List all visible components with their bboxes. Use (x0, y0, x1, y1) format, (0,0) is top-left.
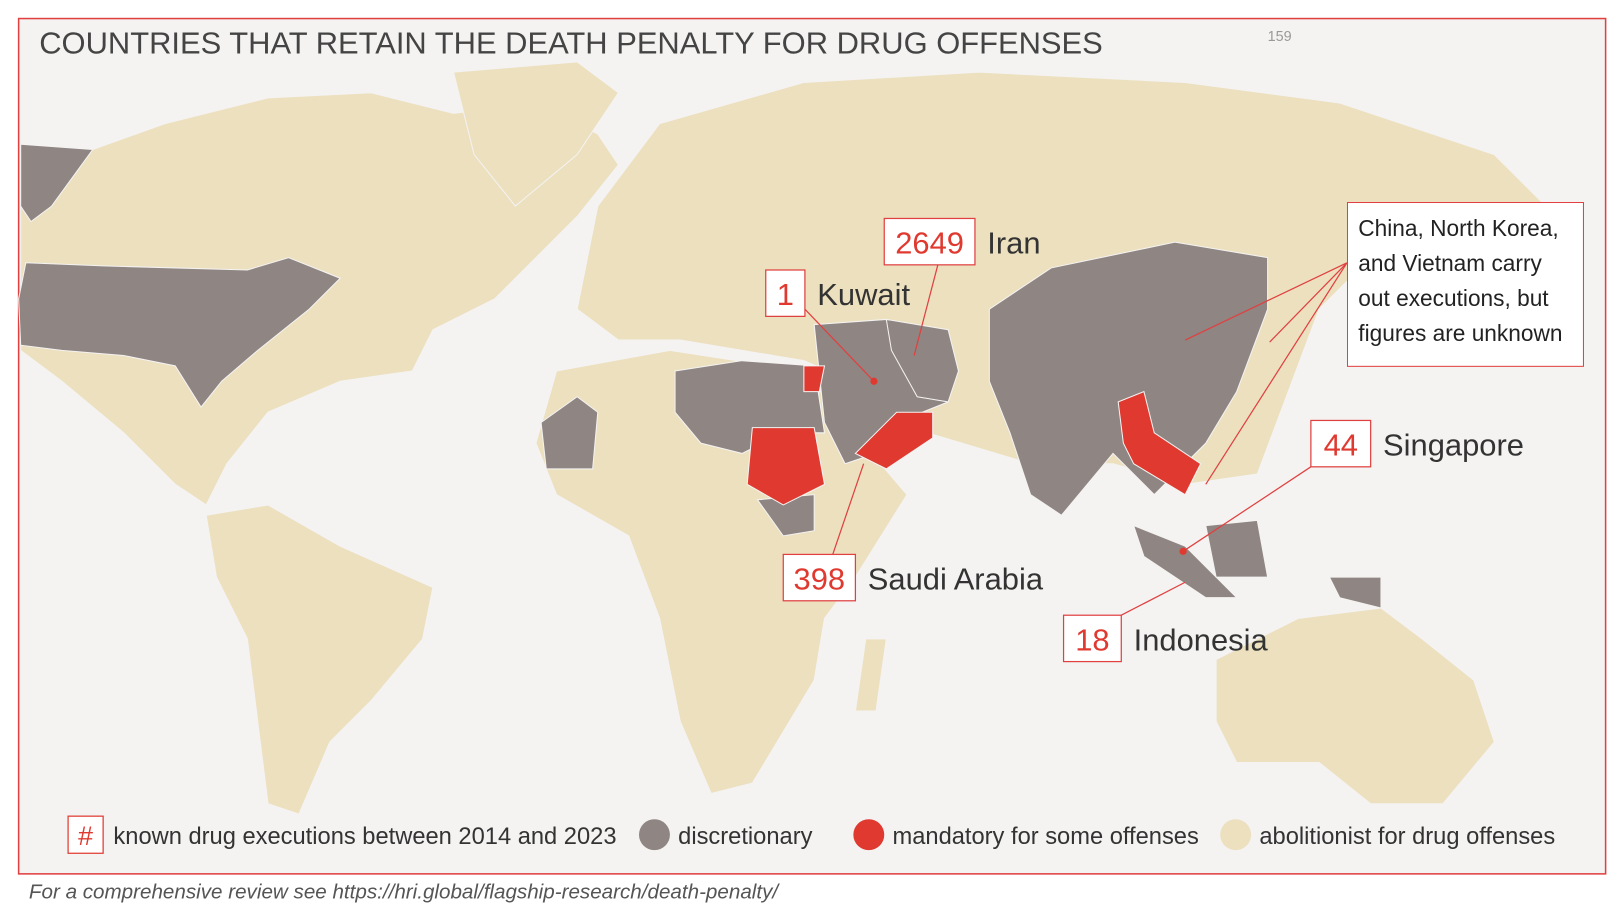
count-box (883, 217, 976, 266)
count-box (765, 269, 806, 317)
sumatra (1132, 524, 1238, 599)
greenland (452, 61, 620, 207)
footer: For a comprehensive review see https://h… (29, 881, 780, 904)
title: COUNTRIES THAT RETAIN THE DEATH PENALTY … (39, 26, 1103, 61)
count: 1 (777, 277, 794, 312)
south-america (205, 504, 434, 815)
country-name: Singapore (1383, 427, 1524, 462)
leader-line (1120, 581, 1186, 616)
sudan (746, 427, 826, 506)
legend-label: mandatory for some offenses (893, 824, 1199, 850)
note: China, North Korea, and Vietnam carry ou… (1346, 201, 1584, 367)
borneo (1205, 519, 1269, 578)
country-name: Saudi Arabia (868, 561, 1044, 596)
usa (18, 257, 342, 408)
count: 18 (1075, 622, 1109, 657)
legend-swatch (853, 819, 885, 851)
legend-swatch (638, 819, 670, 851)
legend-label: known drug executions between 2014 and 2… (113, 824, 616, 850)
iran (885, 318, 959, 403)
australia (1215, 607, 1495, 805)
mauritania (540, 396, 599, 470)
leader-line (832, 463, 865, 555)
leader-line (1184, 262, 1348, 341)
country-name: Indonesia (1134, 622, 1269, 657)
yemen-oman (854, 411, 934, 470)
madagascar (854, 638, 887, 712)
title-note: 159 (1268, 29, 1292, 45)
map (18, 61, 1547, 815)
alaska (20, 143, 94, 223)
leader-dot (870, 377, 878, 385)
count: 2649 (895, 226, 964, 261)
papua (1328, 576, 1382, 609)
myanmar-laos (1117, 390, 1202, 496)
legend-box (67, 815, 104, 854)
count: 44 (1324, 427, 1358, 462)
count-box (782, 553, 857, 602)
count: 398 (794, 561, 846, 596)
jordan (803, 365, 826, 393)
note-leaders (1184, 262, 1348, 485)
count-box (1062, 614, 1122, 663)
legend-label: abolitionist for drug offenses (1259, 824, 1555, 850)
country-name: Kuwait (817, 277, 910, 312)
note-box: China, North Korea, and Vietnam carry ou… (1346, 201, 1584, 367)
leader-dot (1179, 547, 1187, 555)
count-box (1310, 419, 1372, 468)
leader-line (1269, 262, 1348, 343)
legend-label: discretionary (678, 824, 812, 850)
leader-line (1205, 262, 1348, 485)
country-name: Iran (987, 226, 1040, 261)
leader-line (913, 264, 939, 356)
legend-swatch (1220, 819, 1252, 851)
leader-line (1182, 466, 1312, 552)
leader-line (804, 308, 875, 382)
legend-symbol: # (78, 821, 93, 851)
